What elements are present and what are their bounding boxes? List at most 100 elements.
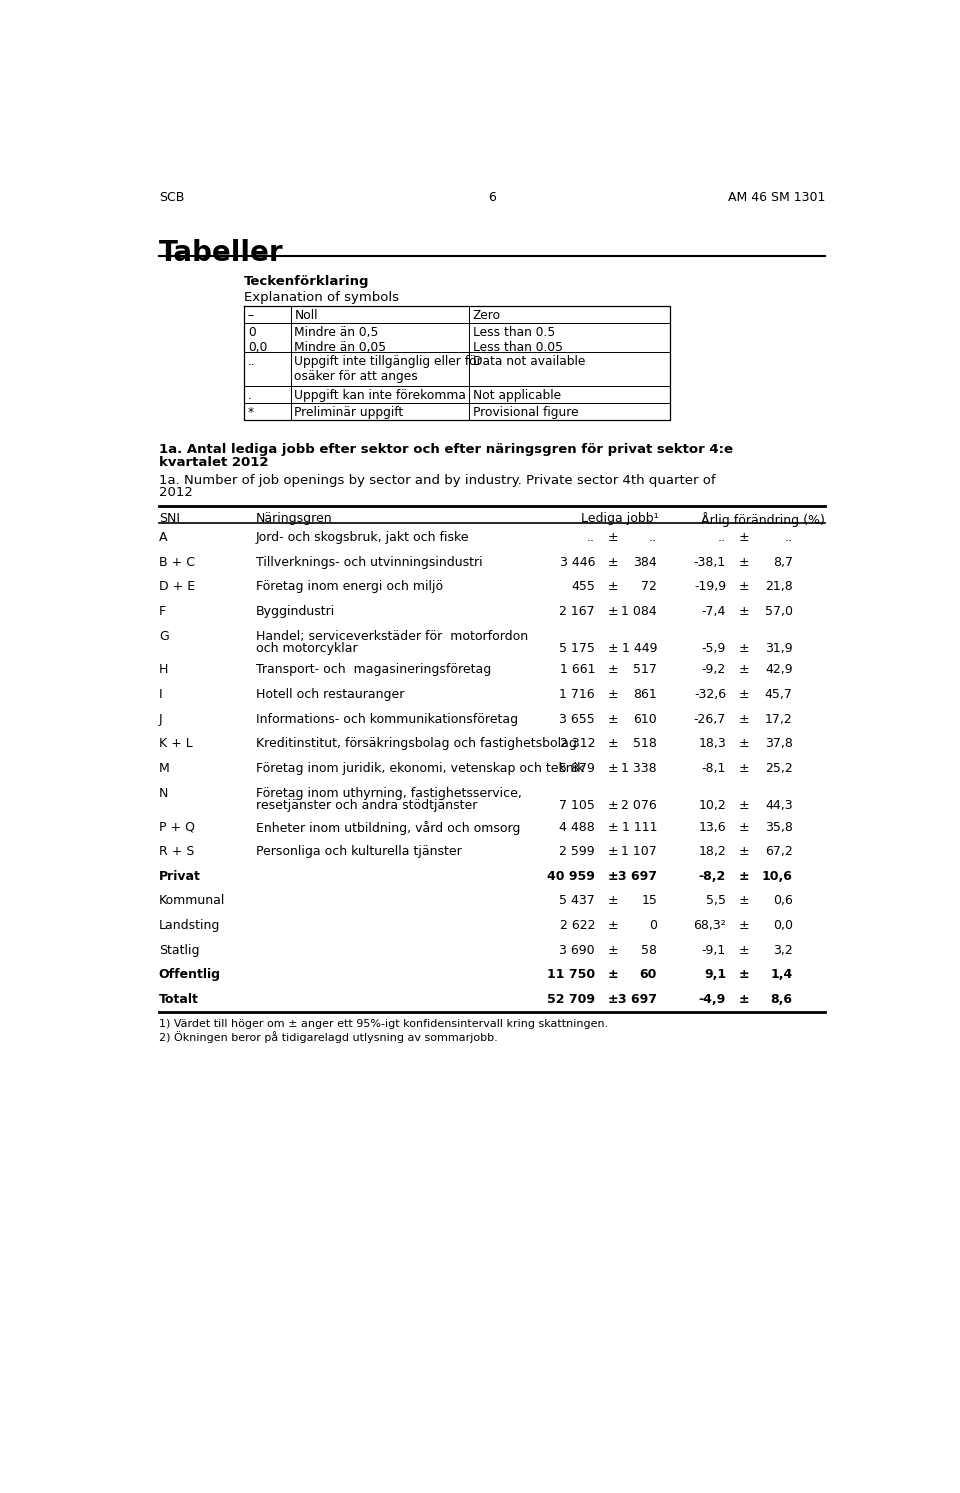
Text: 52 709: 52 709 bbox=[547, 993, 595, 1006]
Text: -19,9: -19,9 bbox=[694, 581, 726, 593]
Text: 518: 518 bbox=[634, 738, 657, 751]
Text: ±: ± bbox=[738, 920, 749, 932]
Text: 8,7: 8,7 bbox=[773, 555, 793, 569]
Text: Transport- och  magasineringsföretag: Transport- och magasineringsföretag bbox=[255, 663, 491, 676]
Text: -9,2: -9,2 bbox=[702, 663, 726, 676]
Text: I: I bbox=[158, 688, 162, 702]
Text: Explanation of symbols: Explanation of symbols bbox=[244, 291, 399, 303]
Text: 10,2: 10,2 bbox=[698, 799, 726, 812]
Text: ±: ± bbox=[738, 663, 749, 676]
Text: F: F bbox=[158, 605, 166, 618]
Text: 18,3: 18,3 bbox=[698, 738, 726, 751]
Text: -4,9: -4,9 bbox=[699, 993, 726, 1006]
Text: Zero: Zero bbox=[472, 309, 501, 322]
Text: ..: .. bbox=[784, 532, 793, 543]
Text: ±: ± bbox=[608, 581, 618, 593]
Text: ±: ± bbox=[608, 944, 618, 957]
Text: 35,8: 35,8 bbox=[765, 821, 793, 833]
Text: 13,6: 13,6 bbox=[699, 821, 726, 833]
Text: Privat: Privat bbox=[158, 870, 201, 882]
Text: 57,0: 57,0 bbox=[765, 605, 793, 618]
Text: Tabeller: Tabeller bbox=[158, 239, 283, 267]
Text: 10,6: 10,6 bbox=[762, 870, 793, 882]
Text: Landsting: Landsting bbox=[158, 920, 220, 932]
Text: 37,8: 37,8 bbox=[765, 738, 793, 751]
Text: 1 107: 1 107 bbox=[621, 845, 657, 858]
Text: ±: ± bbox=[608, 688, 618, 702]
Text: *: * bbox=[248, 406, 254, 420]
Text: M: M bbox=[158, 761, 170, 775]
Text: 1 449: 1 449 bbox=[621, 642, 657, 655]
Text: 1,4: 1,4 bbox=[771, 969, 793, 981]
Text: ±: ± bbox=[738, 605, 749, 618]
Text: ±: ± bbox=[608, 532, 618, 543]
Text: 1 084: 1 084 bbox=[621, 605, 657, 618]
Text: ±: ± bbox=[738, 821, 749, 833]
Text: ..: .. bbox=[718, 532, 726, 543]
Text: SNI: SNI bbox=[158, 512, 180, 526]
Text: 1a. Number of job openings by sector and by industry. Private sector 4th quarter: 1a. Number of job openings by sector and… bbox=[158, 475, 715, 487]
Text: -38,1: -38,1 bbox=[694, 555, 726, 569]
Text: Byggindustri: Byggindustri bbox=[255, 605, 335, 618]
Text: Noll: Noll bbox=[295, 309, 318, 322]
Text: H: H bbox=[158, 663, 168, 676]
Text: Totalt: Totalt bbox=[158, 993, 199, 1006]
Text: -5,9: -5,9 bbox=[702, 642, 726, 655]
Text: Provisional figure: Provisional figure bbox=[472, 406, 578, 420]
Text: ±: ± bbox=[738, 688, 749, 702]
Text: 0,6: 0,6 bbox=[773, 894, 793, 908]
Text: ±: ± bbox=[608, 605, 618, 618]
Text: ±: ± bbox=[608, 993, 618, 1006]
Text: Offentlig: Offentlig bbox=[158, 969, 221, 981]
Text: 25,2: 25,2 bbox=[765, 761, 793, 775]
Text: Informations- och kommunikationsföretag: Informations- och kommunikationsföretag bbox=[255, 712, 517, 726]
Text: 40 959: 40 959 bbox=[547, 870, 595, 882]
Text: ±: ± bbox=[738, 738, 749, 751]
Text: 5 879: 5 879 bbox=[559, 761, 595, 775]
Text: Företag inom uthyrning, fastighetsservice,: Företag inom uthyrning, fastighetsservic… bbox=[255, 787, 521, 800]
Text: ..: .. bbox=[248, 355, 255, 369]
Text: 15: 15 bbox=[641, 894, 657, 908]
Text: K + L: K + L bbox=[158, 738, 193, 751]
Text: Hotell och restauranger: Hotell och restauranger bbox=[255, 688, 404, 702]
Text: 7 105: 7 105 bbox=[559, 799, 595, 812]
Text: A: A bbox=[158, 532, 167, 543]
Text: 60: 60 bbox=[639, 969, 657, 981]
Text: Mindre än 0,5
Mindre än 0,05: Mindre än 0,5 Mindre än 0,05 bbox=[295, 327, 387, 354]
Text: 18,2: 18,2 bbox=[698, 845, 726, 858]
Text: 72: 72 bbox=[641, 581, 657, 593]
Text: –: – bbox=[248, 309, 254, 322]
Text: 1a. Antal lediga jobb efter sektor och efter näringsgren för privat sektor 4:e: 1a. Antal lediga jobb efter sektor och e… bbox=[158, 443, 732, 457]
Text: 8,6: 8,6 bbox=[771, 993, 793, 1006]
Text: -9,1: -9,1 bbox=[702, 944, 726, 957]
Text: ±: ± bbox=[738, 799, 749, 812]
Text: B + C: B + C bbox=[158, 555, 195, 569]
Text: 1 661: 1 661 bbox=[560, 663, 595, 676]
Text: J: J bbox=[158, 712, 162, 726]
Text: Uppgift inte tillgänglig eller för
osäker för att anges: Uppgift inte tillgänglig eller för osäke… bbox=[295, 355, 482, 384]
Text: AM 46 SM 1301: AM 46 SM 1301 bbox=[728, 191, 826, 205]
Text: P + Q: P + Q bbox=[158, 821, 195, 833]
Text: 2012: 2012 bbox=[158, 487, 193, 499]
Text: ±: ± bbox=[738, 870, 749, 882]
Text: ±: ± bbox=[738, 944, 749, 957]
Text: Lediga jobb¹: Lediga jobb¹ bbox=[581, 512, 659, 526]
Text: 2) Ökningen beror på tidigarelagd utlysning av sommarjobb.: 2) Ökningen beror på tidigarelagd utlysn… bbox=[158, 1032, 497, 1044]
Text: ±: ± bbox=[738, 712, 749, 726]
Text: Kreditinstitut, försäkringsbolag och fastighetsbolag: Kreditinstitut, försäkringsbolag och fas… bbox=[255, 738, 577, 751]
Text: 44,3: 44,3 bbox=[765, 799, 793, 812]
Text: 31,9: 31,9 bbox=[765, 642, 793, 655]
Text: Less than 0.5
Less than 0.05: Less than 0.5 Less than 0.05 bbox=[472, 327, 563, 354]
Text: 2 312: 2 312 bbox=[560, 738, 595, 751]
Text: 1 716: 1 716 bbox=[560, 688, 595, 702]
Text: Handel; serviceverkstäder för  motorfordon: Handel; serviceverkstäder för motorfordo… bbox=[255, 630, 528, 642]
Text: 610: 610 bbox=[634, 712, 657, 726]
Text: G: G bbox=[158, 630, 169, 642]
Text: 3 697: 3 697 bbox=[618, 870, 657, 882]
Text: kvartalet 2012: kvartalet 2012 bbox=[158, 455, 268, 469]
Text: ±: ± bbox=[608, 642, 618, 655]
Text: 0
0,0: 0 0,0 bbox=[248, 327, 267, 354]
Text: 45,7: 45,7 bbox=[765, 688, 793, 702]
Text: 0,0: 0,0 bbox=[773, 920, 793, 932]
Text: 2 167: 2 167 bbox=[560, 605, 595, 618]
